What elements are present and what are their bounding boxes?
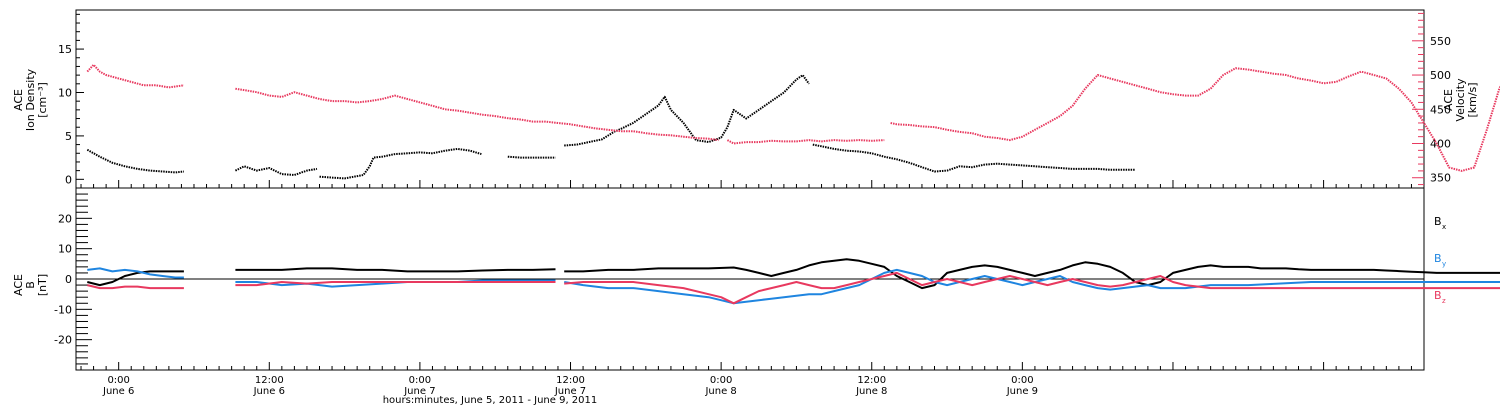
field-axis-title-line2: B [24, 281, 37, 289]
density-series-segment [564, 74, 810, 147]
tick-layer: 051015350400450500550-20-10010200:00June… [54, 12, 1451, 397]
x-tick-time-label: 12:00 [556, 375, 585, 386]
velocity-series-segment [235, 87, 719, 142]
field-axis-title: ACE B [nT] [12, 274, 49, 296]
legend-by-subscript: y [1442, 260, 1446, 268]
legend-bx-subscript: x [1442, 223, 1446, 231]
velocity-tick-label: 350 [1430, 172, 1451, 185]
density-tick-label: 0 [65, 173, 72, 186]
velocity-axis-title-line3: [km/s] [1466, 82, 1479, 117]
x-tick-date-label: June 8 [855, 386, 887, 397]
bz-series-segment [564, 271, 1500, 305]
top-panel-frame [75, 9, 1425, 189]
by-series-segment [87, 267, 184, 279]
density-tick-label: 5 [65, 130, 72, 143]
bz-series-segment [235, 281, 556, 287]
velocity-tick-label: 500 [1430, 69, 1451, 82]
field-axis-title-line3: [nT] [36, 274, 49, 296]
density-axis-title-line3: [cm⁻³] [36, 82, 49, 118]
field-tick-label: 0 [65, 273, 72, 286]
x-tick-date-label: June 7 [403, 386, 435, 397]
legend-by: B [1434, 252, 1442, 265]
density-axis-title: ACE Ion Density [cm⁻³] [12, 68, 49, 131]
velocity-tick-label: 550 [1430, 35, 1451, 48]
density-series-segment [319, 147, 482, 180]
velocity-series-segment [86, 63, 185, 89]
field-axis-title-line1: ACE [12, 274, 25, 296]
velocity-axis-title: ACE Velocity [km/s] [1442, 78, 1479, 122]
bz-series-segment [87, 284, 184, 290]
velocity-axis-title-line1: ACE [1442, 89, 1455, 111]
x-tick-date-label: June 9 [1006, 386, 1038, 397]
density-series-segment [812, 143, 1136, 173]
legend-bz-subscript: z [1442, 297, 1446, 305]
density-axis-title-line2: Ion Density [24, 68, 37, 131]
x-axis-title: hours:minutes, June 5, 2011 - June 9, 20… [383, 395, 598, 406]
field-tick-label: -10 [54, 303, 72, 316]
velocity-axis-title-line2: Velocity [1454, 78, 1467, 122]
x-tick-time-label: 0:00 [710, 375, 732, 386]
x-tick-date-label: June 6 [253, 386, 285, 397]
x-tick-date-label: June 7 [554, 386, 586, 397]
velocity-tick-label: 450 [1430, 103, 1451, 116]
x-tick-time-label: 0:00 [1011, 375, 1033, 386]
density-series-segment [86, 148, 185, 174]
density-series-segment [234, 165, 318, 176]
x-tick-time-label: 12:00 [255, 375, 284, 386]
field-tick-label: -20 [54, 334, 72, 347]
x-tick-time-label: 12:00 [857, 375, 886, 386]
density-tick-label: 15 [58, 43, 72, 56]
legend-bz: B [1434, 289, 1442, 302]
velocity-series-segment [726, 139, 885, 145]
velocity-series-segment [890, 67, 1500, 172]
density-tick-label: 10 [58, 86, 72, 99]
x-tick-time-label: 0:00 [409, 375, 431, 386]
density-axis-title-line1: ACE [12, 89, 25, 111]
bx-series-segment [564, 258, 1500, 290]
bx-series-segment [87, 270, 184, 287]
bx-series-segment [235, 267, 556, 273]
series-layer [86, 63, 1500, 305]
field-tick-label: 20 [58, 212, 72, 225]
x-tick-time-label: 0:00 [107, 375, 129, 386]
legend-bx: B [1434, 215, 1442, 228]
x-tick-date-label: June 8 [704, 386, 736, 397]
density-series-segment [507, 155, 556, 159]
x-tick-date-label: June 6 [102, 386, 134, 397]
field-tick-label: 10 [58, 243, 72, 256]
